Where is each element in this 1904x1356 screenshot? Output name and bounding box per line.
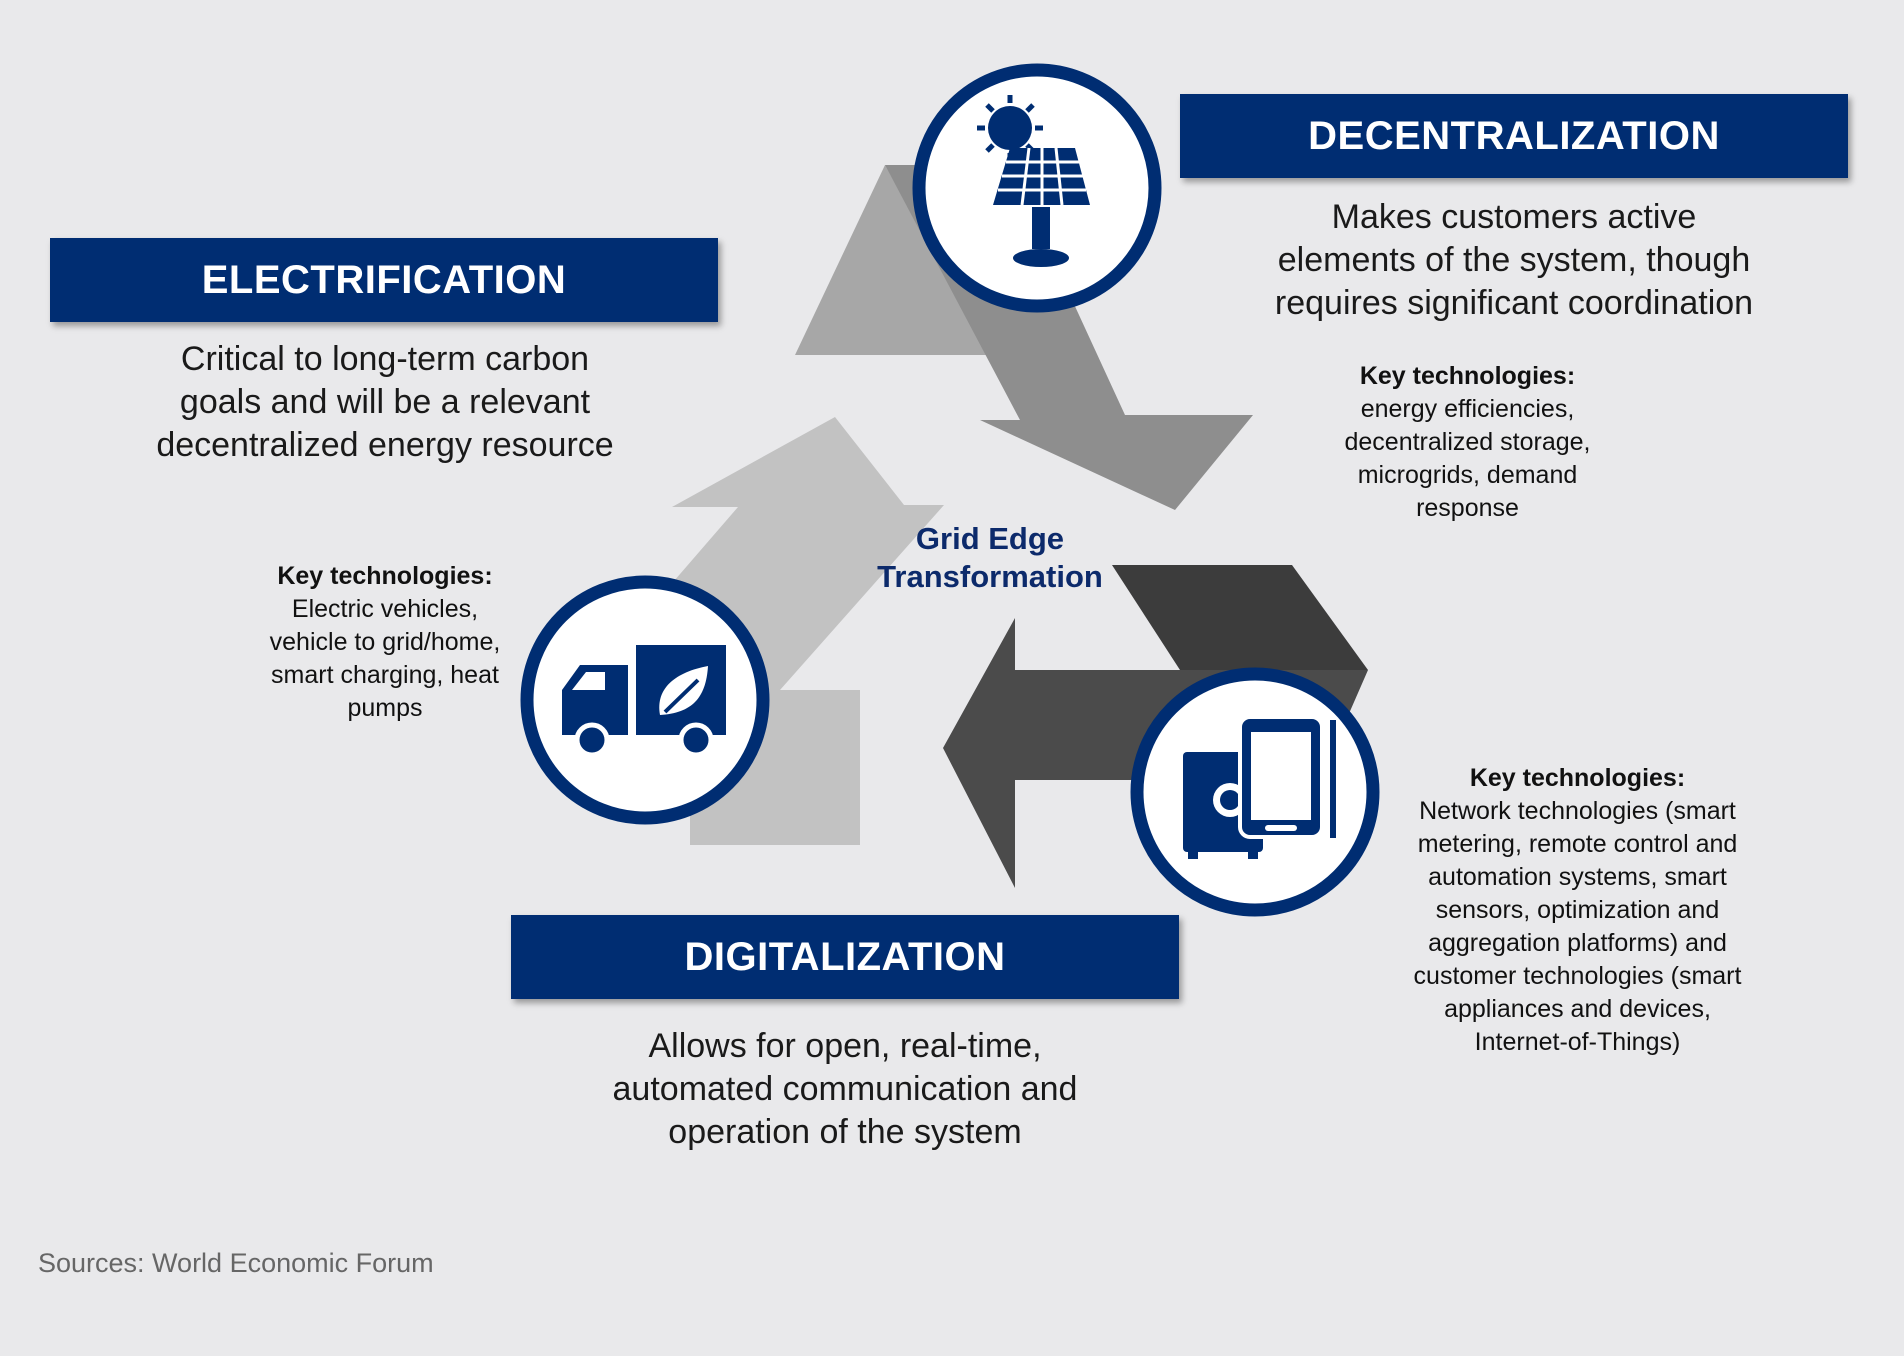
electrification-banner: ELECTRIFICATION: [50, 238, 718, 322]
arrow-decentralization-back: [795, 165, 990, 355]
electrification-key-technologies: Key technologies: Electric vehicles, veh…: [269, 562, 501, 722]
center-label: Grid Edge Transformation: [877, 521, 1103, 594]
electrification-description: Critical to long-term carbon goals and w…: [156, 340, 614, 464]
decentralization-title: DECENTRALIZATION: [1308, 113, 1720, 158]
solar-panel-icon: [912, 63, 1162, 313]
decentralization-description: Makes customers active elements of the s…: [1274, 198, 1754, 322]
digitalization-key-technologies: Key technologies: Network technologies (…: [1413, 764, 1742, 1056]
electric-truck-icon: [520, 575, 770, 825]
arrow-digitalization-back: [1112, 565, 1368, 670]
decentralization-banner: DECENTRALIZATION: [1180, 94, 1848, 178]
digitalization-banner: DIGITALIZATION: [511, 915, 1179, 999]
digitalization-description: Allows for open, real-time, automated co…: [612, 1027, 1078, 1151]
digitalization-title: DIGITALIZATION: [684, 934, 1006, 979]
source-note: Sources: World Economic Forum: [38, 1248, 434, 1278]
decentralization-key-technologies: Key technologies: energy efficiencies, d…: [1344, 362, 1591, 522]
smart-devices-icon: [1130, 667, 1380, 917]
electrification-title: ELECTRIFICATION: [201, 257, 567, 302]
